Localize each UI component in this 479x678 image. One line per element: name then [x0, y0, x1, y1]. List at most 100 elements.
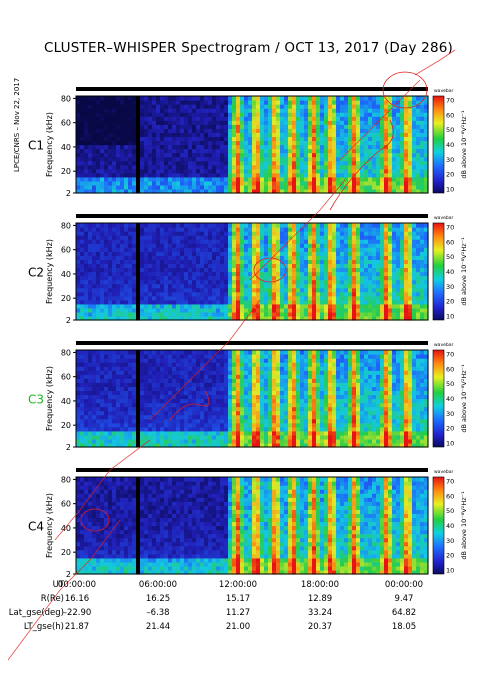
spectrogram-panel-c1: 2 20 40 60 80 Frequency (kHz)C1 wavebar 70 60 50 4… [28, 87, 468, 198]
colorbar-tick-label: 70 [446, 477, 454, 485]
colorbar-tick-label: 30 [446, 283, 454, 291]
panel-label-c4: C4 [28, 520, 44, 534]
colorbar-tick-label: 60 [446, 238, 454, 246]
ephemeris-value: 12.89 [307, 594, 333, 604]
ephemeris-value: 16.16 [64, 594, 90, 604]
colorbar-tick-label: 40 [446, 395, 454, 403]
y-tick-label: 40 [61, 524, 71, 533]
ephemeris-value: –6.38 [146, 608, 170, 618]
colorbar-tick-label: 20 [446, 552, 454, 560]
panel-frame [75, 476, 429, 575]
colorbar-tick-label: 50 [446, 253, 454, 261]
colorbar-tick-label: 70 [446, 350, 454, 358]
ephemeris-row: Lat_gse(deg) –22.90 –6.38 11.27 33.24 64.82 [0, 608, 479, 622]
spectrogram-panel-c3: 2 20 40 60 80 Frequency (kHz)C3 wavebar 70 60 50 4… [28, 341, 468, 452]
heatmap-cells [76, 223, 429, 321]
colorbar-top-label: wavebar [434, 88, 453, 94]
colorbar-tick-label: 50 [446, 380, 454, 388]
panel-label-c2: C2 [28, 266, 44, 280]
ephemeris-value: 18.05 [391, 622, 417, 632]
ephemeris-table: UT 00:00:00 06:00:00 12:00:00 18:00:00 00:00:… [0, 580, 479, 664]
spectrogram-panel-c4: 2 20 40 60 80 Frequency (kHz)C4 wavebar 70 60 50 4… [28, 468, 468, 579]
y-tick-label: 20 [61, 294, 71, 303]
colorbar-tick-label: 30 [446, 410, 454, 418]
spectrogram-panel-c2: 2 20 40 60 80 Frequency (kHz)C2 wavebar 70 60 50 4… [28, 214, 468, 325]
y-tick-label: 80 [61, 221, 71, 230]
ephemeris-row: LT_gse(h) 21.87 21.44 21.00 20.37 18.05 [0, 622, 479, 636]
colorbar-unit-label: dB above 10⁻⁸V²Hz⁻¹ [460, 364, 468, 433]
y-tick-label: 20 [61, 548, 71, 557]
chart-title: CLUSTER–WHISPER Spectrogram / OCT 13, 20… [44, 40, 454, 56]
y-tick-label: 60 [61, 373, 71, 382]
y-axis-label: Frequency (kHz) [45, 493, 54, 558]
ephemeris-row-label: Lat_gse(deg) [8, 608, 64, 618]
colorbar-tick-label: 10 [446, 313, 454, 321]
colorbar [432, 222, 445, 321]
time-tick-bar [76, 468, 428, 472]
ephemeris-value: 21.87 [64, 622, 90, 632]
ephemeris-value: 64.82 [391, 608, 417, 618]
y-tick-label: 2 [66, 443, 71, 452]
y-axis-label: Frequency (kHz) [45, 112, 54, 177]
y-tick-label: 40 [61, 270, 71, 279]
y-axis-label: Frequency (kHz) [45, 366, 54, 431]
ephemeris-value: 00:00:00 [57, 580, 97, 590]
colorbar-tick-label: 20 [446, 298, 454, 306]
colorbar [432, 476, 445, 575]
colorbar-tick-label: 10 [446, 186, 454, 194]
y-axis-label: Frequency (kHz) [45, 239, 54, 304]
ephemeris-value: 15.17 [225, 594, 251, 604]
colorbar-tick-label: 50 [446, 507, 454, 515]
y-tick-label: 2 [66, 316, 71, 325]
panel-label-c3: C3 [28, 393, 44, 407]
time-tick-bar [76, 214, 428, 218]
y-tick-label: 80 [61, 475, 71, 484]
colorbar-tick-label: 10 [446, 440, 454, 448]
y-tick-label: 2 [66, 570, 71, 579]
panel-frame [75, 349, 429, 448]
ephemeris-row: R(Re) 16.16 16.25 15.17 12.89 9.47 [0, 594, 479, 608]
colorbar-tick-label: 60 [446, 365, 454, 373]
ephemeris-value: 21.00 [225, 622, 251, 632]
heatmap-cells [76, 477, 429, 575]
y-tick-label: 80 [61, 348, 71, 357]
panel-frame [75, 95, 429, 194]
y-tick-label: 2 [66, 189, 71, 198]
y-tick-label: 20 [61, 421, 71, 430]
y-tick-label: 60 [61, 119, 71, 128]
ephemeris-value: 9.47 [394, 594, 414, 604]
ephemeris-value: 00:00:00 [384, 580, 424, 590]
ephemeris-value: 33.24 [307, 608, 333, 618]
colorbar-tick-label: 40 [446, 268, 454, 276]
ephemeris-row-label: LT_gse(h) [23, 622, 64, 632]
y-tick-label: 60 [61, 500, 71, 509]
colorbar-unit-label: dB above 10⁻⁸V²Hz⁻¹ [460, 110, 468, 179]
colorbar [432, 95, 445, 194]
panel-label-c1: C1 [28, 139, 44, 153]
colorbar-tick-label: 20 [446, 425, 454, 433]
ephemeris-value: 12:00:00 [218, 580, 258, 590]
ephemeris-value: 06:00:00 [138, 580, 178, 590]
panel-frame [75, 222, 429, 321]
y-tick-label: 60 [61, 246, 71, 255]
ephemeris-value: 11.27 [225, 608, 251, 618]
colorbar [432, 349, 445, 448]
colorbar-tick-label: 70 [446, 96, 454, 104]
y-tick-label: 20 [61, 167, 71, 176]
ephemeris-row: UT 00:00:00 06:00:00 12:00:00 18:00:00 00:00:… [0, 580, 479, 594]
colorbar-top-label: wavebar [434, 342, 453, 348]
ephemeris-value: 18:00:00 [300, 580, 340, 590]
watermark [7, 49, 456, 661]
time-tick-bar [76, 341, 428, 345]
colorbar-tick-label: 40 [446, 141, 454, 149]
colorbar-tick-label: 60 [446, 111, 454, 119]
colorbar-tick-label: 30 [446, 156, 454, 164]
y-tick-label: 80 [61, 94, 71, 103]
y-tick-label: 40 [61, 397, 71, 406]
ephemeris-value: –22.90 [62, 608, 92, 618]
colorbar-tick-label: 50 [446, 126, 454, 134]
colorbar-tick-label: 40 [446, 522, 454, 530]
colorbar-unit-label: dB above 10⁻⁸V²Hz⁻¹ [460, 237, 468, 306]
heatmap-cells [76, 96, 429, 194]
